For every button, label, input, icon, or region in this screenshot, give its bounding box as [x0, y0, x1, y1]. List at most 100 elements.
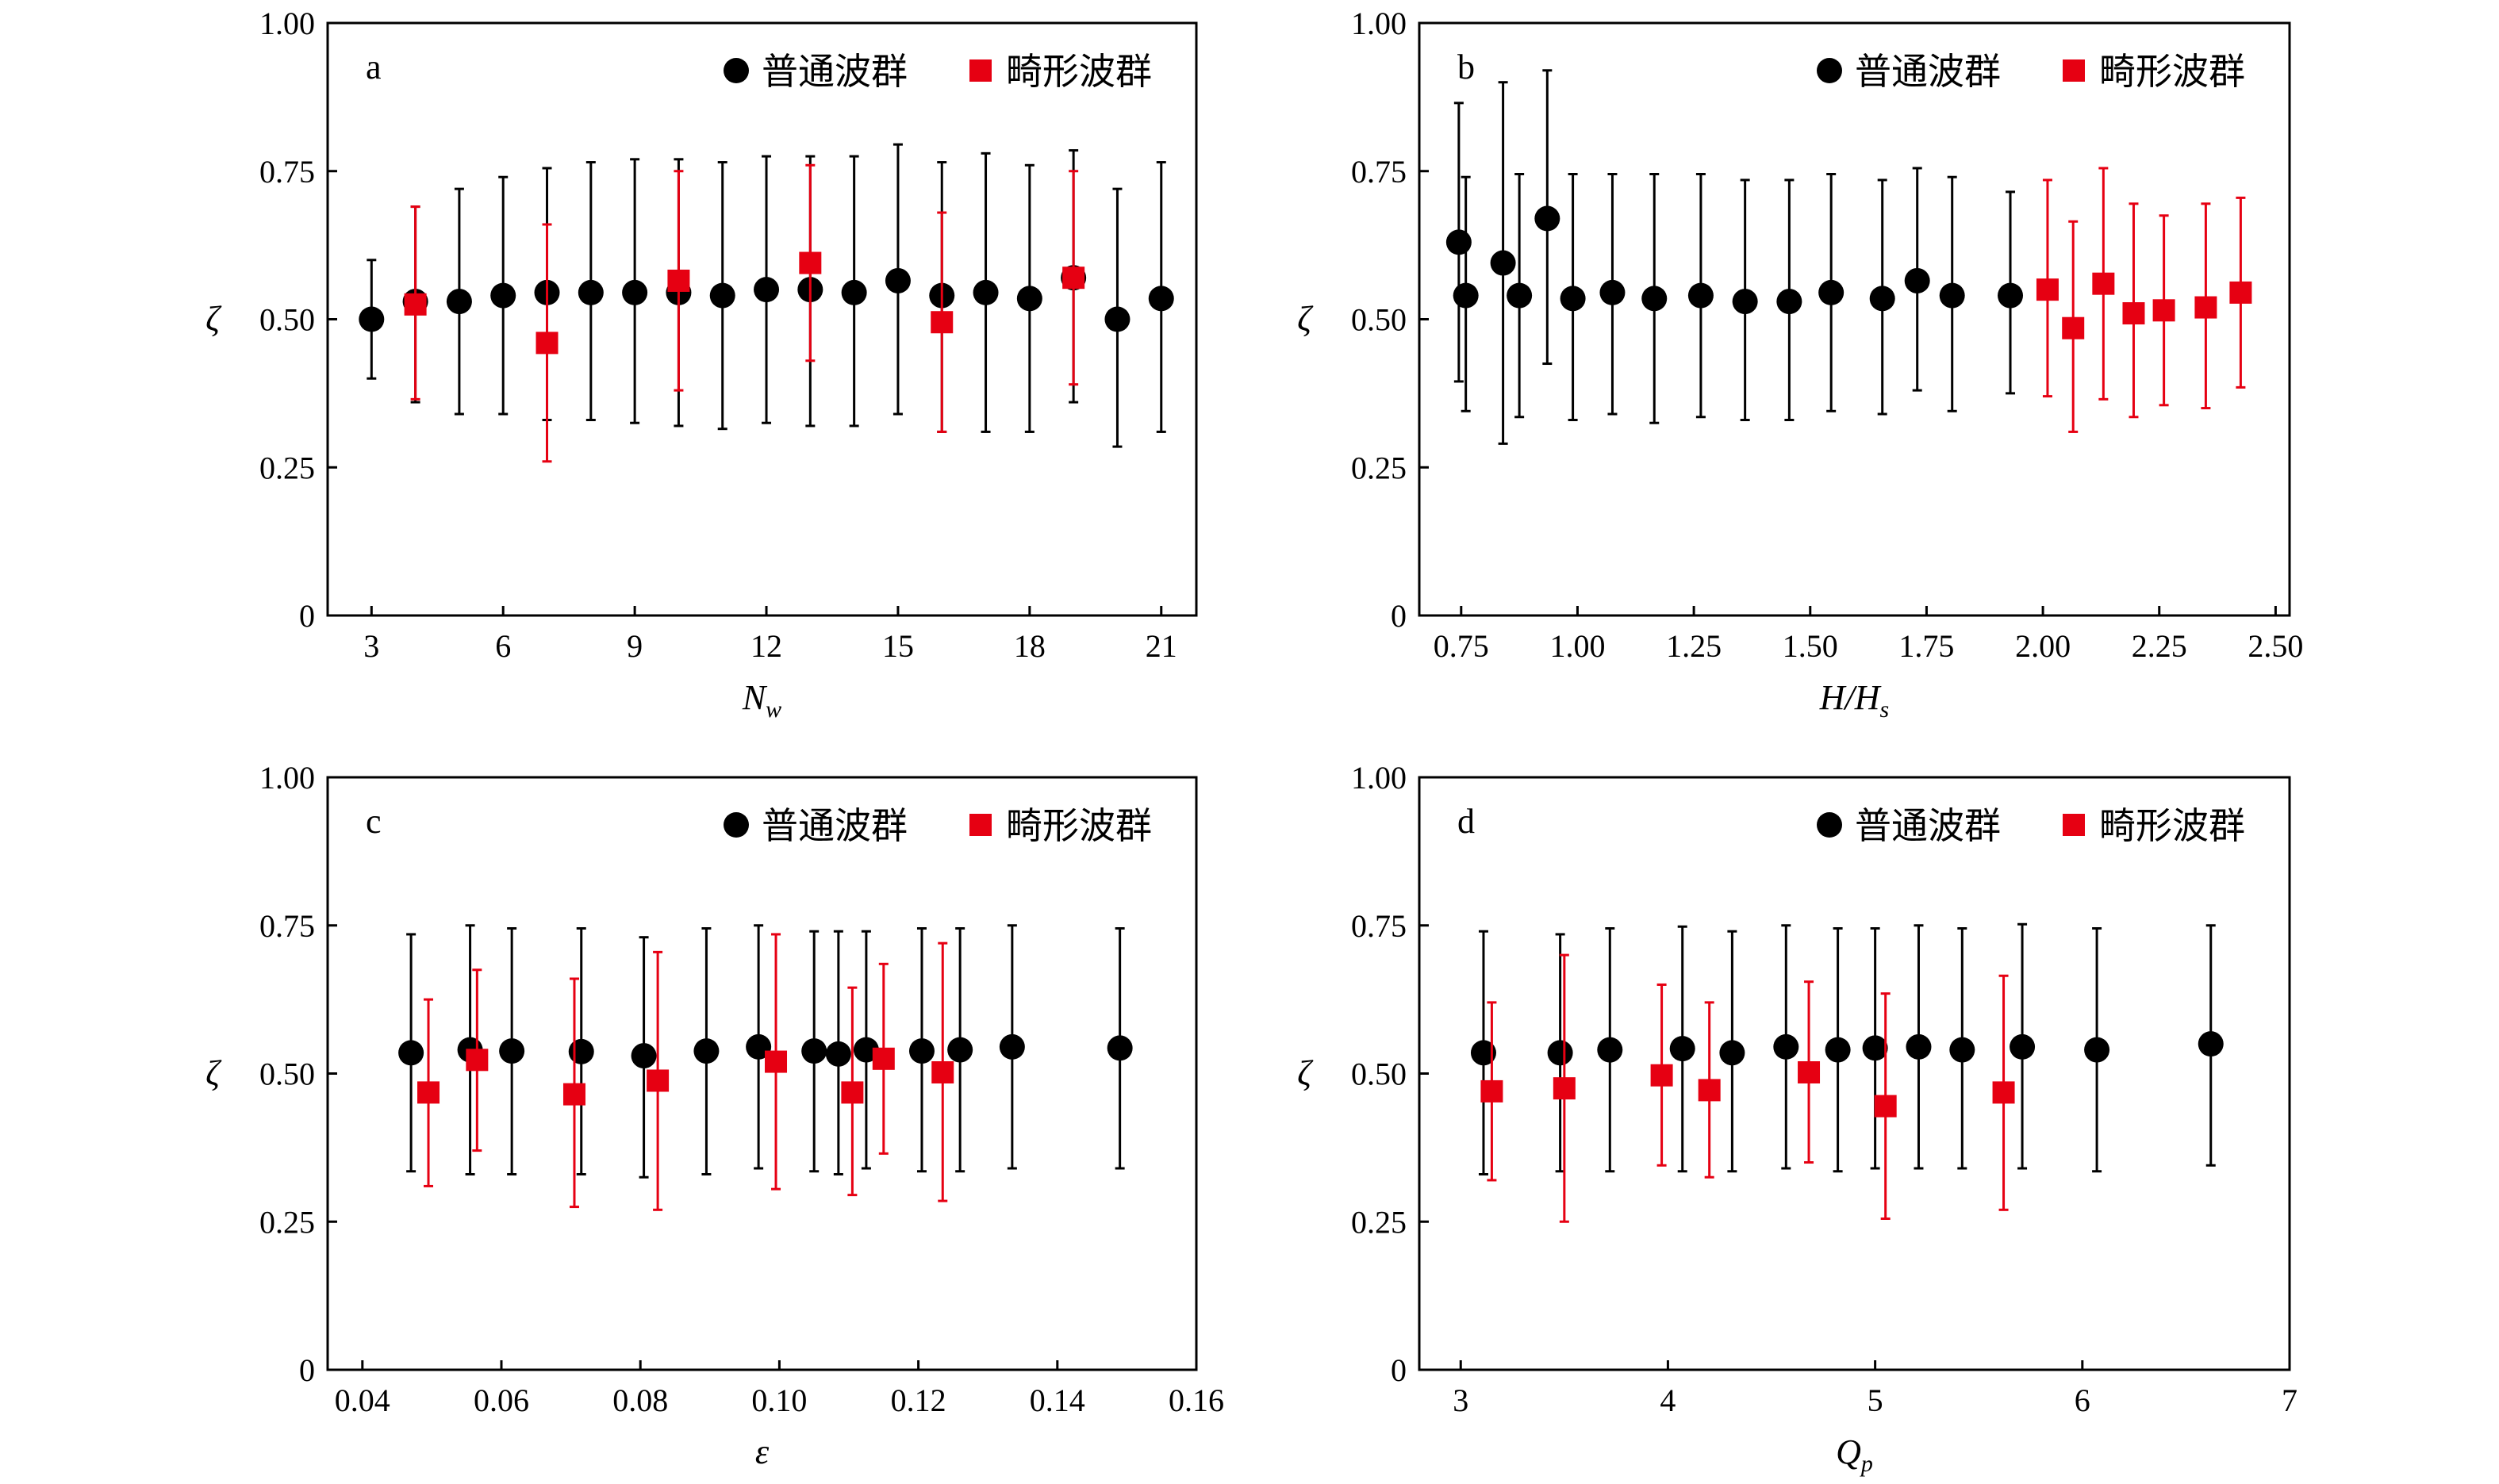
- y-tick-label: 0.75: [259, 908, 315, 944]
- x-tick-label: 0.14: [1030, 1382, 1085, 1418]
- x-tick-label: 3: [363, 628, 379, 664]
- data-point-square: [2152, 299, 2175, 322]
- y-tick-label: 0.75: [1351, 154, 1407, 190]
- data-point-circle: [1818, 279, 1844, 305]
- data-point-circle: [947, 1037, 973, 1063]
- y-tick-label: 0.75: [1351, 908, 1407, 944]
- data-point-circle: [1949, 1037, 1975, 1063]
- series-freak: [404, 163, 1085, 463]
- y-tick-label: 1.00: [259, 760, 315, 796]
- legend-marker-square: [2063, 59, 2085, 82]
- data-point-square: [2036, 278, 2059, 301]
- data-point-square: [1480, 1079, 1503, 1102]
- data-point-square: [1798, 1061, 1821, 1084]
- data-point-square: [2194, 296, 2217, 319]
- x-tick-label: 6: [2075, 1382, 2090, 1418]
- y-tick-label: 0: [1391, 1352, 1407, 1388]
- x-tick-label: 0.75: [1434, 628, 1489, 664]
- data-point-square: [2092, 272, 2115, 295]
- x-tick-label: 3: [1453, 1382, 1468, 1418]
- y-tick-label: 0.25: [1351, 1204, 1407, 1240]
- data-point-circle: [1869, 286, 1895, 312]
- panel-label: a: [366, 48, 382, 86]
- data-point-circle: [825, 1041, 851, 1067]
- data-point-square: [1650, 1064, 1673, 1087]
- y-axis-title: ζ: [205, 300, 222, 339]
- legend-marker-circle: [724, 58, 749, 83]
- legend: 普通波群 畸形波群: [1817, 50, 2245, 93]
- x-axis-title-subscript: w: [766, 696, 781, 723]
- legend-marker-circle: [724, 812, 749, 838]
- x-tick-label: 1.50: [1783, 628, 1838, 664]
- data-point-circle: [446, 289, 472, 315]
- data-point-circle: [1641, 286, 1668, 312]
- data-point-square: [1698, 1079, 1721, 1102]
- data-point-circle: [1862, 1035, 1888, 1061]
- data-point-square: [799, 251, 822, 274]
- data-point-square: [931, 1061, 954, 1084]
- x-tick-label: 9: [627, 628, 643, 664]
- legend-label: 畸形波群: [1006, 50, 1152, 93]
- data-point-square: [765, 1050, 788, 1073]
- data-point-circle: [908, 1038, 935, 1064]
- y-tick-label: 1.00: [1351, 6, 1407, 41]
- series-freak: [2036, 167, 2252, 433]
- data-point-circle: [490, 282, 516, 309]
- chart-panel-c: 0.04 0.06 0.08 0.10 0.12 0.14 0.16 0 0.25 0.50 0.7…: [205, 760, 1224, 1471]
- data-point-circle: [1104, 306, 1130, 332]
- x-axis-title-main: ε: [755, 1432, 770, 1471]
- y-tick-label: 0: [299, 1352, 315, 1388]
- data-point-circle: [1597, 1037, 1623, 1063]
- data-point-circle: [1825, 1037, 1851, 1063]
- data-point-circle: [1534, 205, 1560, 232]
- data-point-circle: [622, 279, 648, 305]
- data-point-square: [2122, 302, 2145, 325]
- x-tick-label: 1.00: [1549, 628, 1605, 664]
- x-tick-label: 15: [882, 628, 914, 664]
- data-point-circle: [1687, 282, 1714, 309]
- data-point-square: [562, 1083, 585, 1106]
- x-tick-label: 0.08: [612, 1382, 668, 1418]
- series-normal: [1445, 69, 2024, 445]
- legend-label: 畸形波群: [2099, 50, 2245, 93]
- panel-label: d: [1457, 802, 1475, 841]
- y-tick-label: 1.00: [1351, 760, 1407, 796]
- data-point-square: [417, 1081, 440, 1104]
- y-tick-label: 0: [299, 598, 315, 634]
- data-point-circle: [1547, 1040, 1573, 1066]
- data-point-circle: [1490, 250, 1516, 276]
- x-tick-label: 1.75: [1898, 628, 1954, 664]
- data-point-circle: [1776, 289, 1802, 315]
- x-axis-title-main: Q: [1836, 1432, 1861, 1471]
- x-axis-title-main: H/H: [1819, 678, 1882, 717]
- x-tick-label: 2.00: [2015, 628, 2071, 664]
- data-point-square: [1874, 1095, 1897, 1118]
- y-tick-label: 0.75: [259, 154, 315, 190]
- legend-label: 普通波群: [762, 804, 908, 847]
- data-point-circle: [693, 1038, 720, 1064]
- data-point-circle: [1732, 289, 1758, 315]
- data-point-circle: [631, 1043, 657, 1069]
- x-tick-label: 2.50: [2248, 628, 2303, 664]
- y-axis-title: ζ: [1297, 300, 1314, 339]
- x-tick-label: 0.16: [1169, 1382, 1224, 1418]
- legend: 普通波群 畸形波群: [724, 804, 1152, 847]
- panel-label: b: [1457, 48, 1475, 86]
- data-point-circle: [1904, 267, 1930, 293]
- data-point-square: [2062, 316, 2085, 339]
- legend-marker-square: [2063, 814, 2085, 836]
- data-point-circle: [499, 1038, 525, 1064]
- x-tick-label: 2.25: [2132, 628, 2187, 664]
- legend-label: 畸形波群: [1006, 804, 1152, 847]
- data-point-square: [466, 1049, 489, 1072]
- data-point-circle: [2084, 1037, 2110, 1063]
- data-point-circle: [1939, 282, 1965, 309]
- y-tick-label: 1.00: [259, 6, 315, 41]
- data-point-circle: [1507, 282, 1533, 309]
- data-point-circle: [578, 279, 604, 305]
- data-point-circle: [398, 1040, 424, 1066]
- y-tick-label: 0.50: [259, 302, 315, 338]
- data-point-circle: [754, 277, 780, 303]
